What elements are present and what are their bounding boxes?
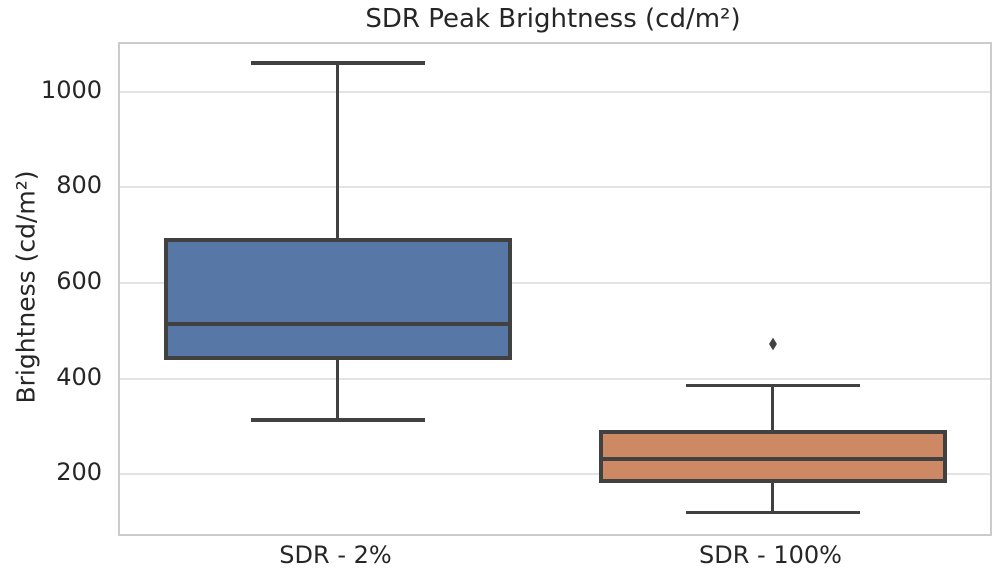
upper-whisker-line [770,385,775,430]
gridline [120,90,990,93]
iqr-box [163,237,512,360]
y-tick-label: 200 [56,458,102,487]
median-line [598,457,947,462]
upper-whisker-cap [685,383,860,388]
y-tick-label: 1000 [40,75,102,104]
lower-whisker-cap [685,510,860,515]
y-tick-label: 400 [56,362,102,391]
chart-title: SDR Peak Brightness (cd/m²) [365,4,741,34]
gridline [120,282,990,285]
upper-whisker-cap [250,61,425,65]
gridline [120,377,990,380]
upper-whisker-line [335,63,340,238]
lower-whisker-cap [250,418,425,422]
x-tick-label: SDR - 100% [699,541,842,569]
lower-whisker-line [770,482,775,513]
gridline [120,186,990,189]
y-tick-label: 800 [56,171,102,200]
y-tick-label: 600 [56,267,102,296]
gridline [120,473,990,476]
x-tick-label: SDR - 2% [279,541,392,569]
plot-area [118,42,992,536]
iqr-box [598,429,947,483]
lower-whisker-line [335,359,340,421]
median-line [163,321,512,326]
outlier-diamond-marker [768,337,777,351]
